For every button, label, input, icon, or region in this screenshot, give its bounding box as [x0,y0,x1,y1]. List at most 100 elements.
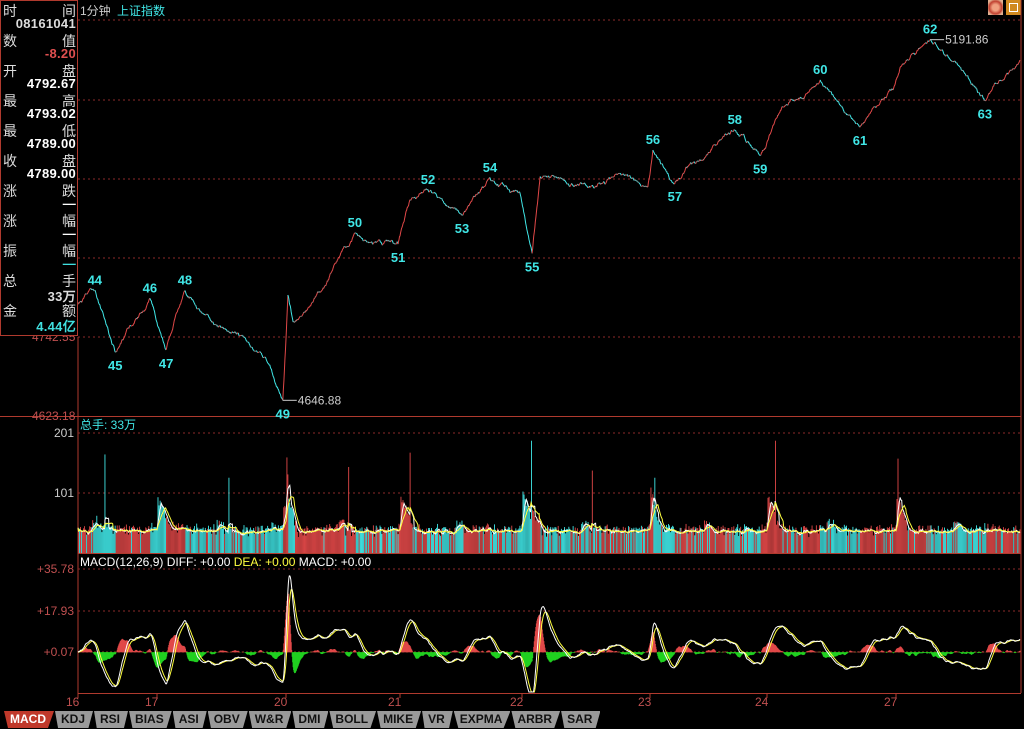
volume-bar [622,526,624,553]
volume-bar [882,529,884,553]
maximize-icon[interactable] [1006,0,1021,15]
volume-bar [144,530,146,553]
volume-bar [972,528,974,553]
volume-bar [786,528,788,553]
volume-bar [262,531,264,553]
price-line-segment [646,150,654,188]
period-label[interactable]: 1分钟 [80,4,111,18]
price-line-segment [545,175,548,178]
tab-sar[interactable]: SAR [561,711,601,728]
wave-label: 47 [159,356,173,371]
volume-bar [145,527,147,553]
tab-boll[interactable]: BOLL [329,711,377,728]
volume-bar [638,527,640,553]
volume-bar [557,525,559,553]
info-label-right: 值 [62,33,76,49]
volume-bar [869,527,871,553]
volume-bar [399,525,401,553]
volume-bar [978,529,980,553]
price-line-segment [227,330,229,333]
volume-tick-label: 101 [54,486,74,500]
volume-bar [470,531,472,553]
settings-gear-icon[interactable] [988,0,1003,15]
volume-bar [623,531,625,553]
price-line-segment [625,174,627,176]
info-value: — [62,256,76,271]
volume-bar [927,525,929,553]
volume-bar [200,528,202,553]
price-line-segment [260,352,264,358]
volume-bar [318,528,320,553]
volume-bar [407,513,409,553]
volume-bar [274,524,276,553]
volume-bar [328,527,330,553]
tab-obv[interactable]: OBV [207,711,248,728]
volume-bar [87,533,89,553]
volume-bar [757,529,759,553]
tab-bias[interactable]: BIAS [129,711,172,728]
volume-bar [791,530,793,553]
volume-bar [94,525,96,553]
tab-macd[interactable]: MACD [4,711,54,728]
volume-bar [104,454,106,553]
volume-bar [448,532,450,553]
volume-bar [764,526,766,553]
volume-bar [334,527,336,553]
volume-bar [624,527,626,553]
volume-bar [768,496,770,553]
volume-bar [827,520,829,553]
price-line-segment [609,176,612,180]
tab-kdj[interactable]: KDJ [55,711,94,728]
volume-bar [95,522,97,553]
volume-bar [550,526,552,553]
volume-bar [459,522,461,553]
price-line-segment [985,93,990,102]
volume-bar [887,528,889,553]
volume-bar [626,533,627,553]
price-line-segment [391,239,394,244]
volume-bar [819,525,821,553]
tab-mike[interactable]: MIKE [377,711,422,728]
tab-asi[interactable]: ASI [172,711,207,728]
wave-label: 51 [391,250,405,265]
price-line-segment [441,198,444,202]
volume-bar [227,527,229,553]
volume-bar [390,528,392,553]
price-line-segment [571,183,575,188]
tab-rsi[interactable]: RSI [94,711,129,728]
volume-bar [265,528,266,553]
volume-bar [849,529,851,553]
tab-vr[interactable]: VR [422,711,453,728]
price-line-segment [415,196,419,200]
volume-bar [464,533,466,553]
volume-bar [352,526,354,553]
info-row: 数 值 -8.20 [1,31,77,61]
tab-dmi[interactable]: DMI [292,711,329,728]
tab-wr[interactable]: W&R [248,711,292,728]
volume-bar [215,534,217,553]
volume-bar [348,466,350,553]
price-line-segment [782,104,786,108]
price-line-segment [642,185,645,187]
price-line-segment [666,170,671,181]
price-line-segment [573,184,576,187]
volume-bar [384,527,386,553]
volume-bar [758,526,760,553]
symbol-label[interactable]: 上证指数 [117,4,166,18]
volume-bar [584,523,586,553]
info-label-right: 盘 [62,153,76,169]
volume-bar [700,527,702,553]
volume-bar [312,528,314,553]
price-line-segment [211,321,213,323]
volume-bar [277,525,279,553]
tab-arbr[interactable]: ARBR [511,711,561,728]
tab-expma[interactable]: EXPMA [453,711,511,728]
price-line-segment [1009,69,1012,71]
volume-bar [603,532,605,553]
info-value: 08161041 [15,16,76,31]
price-line-segment [433,191,439,199]
volume-bar [568,526,570,553]
extreme-value-label: 5191.86 [945,33,989,47]
price-line-segment [675,179,677,182]
